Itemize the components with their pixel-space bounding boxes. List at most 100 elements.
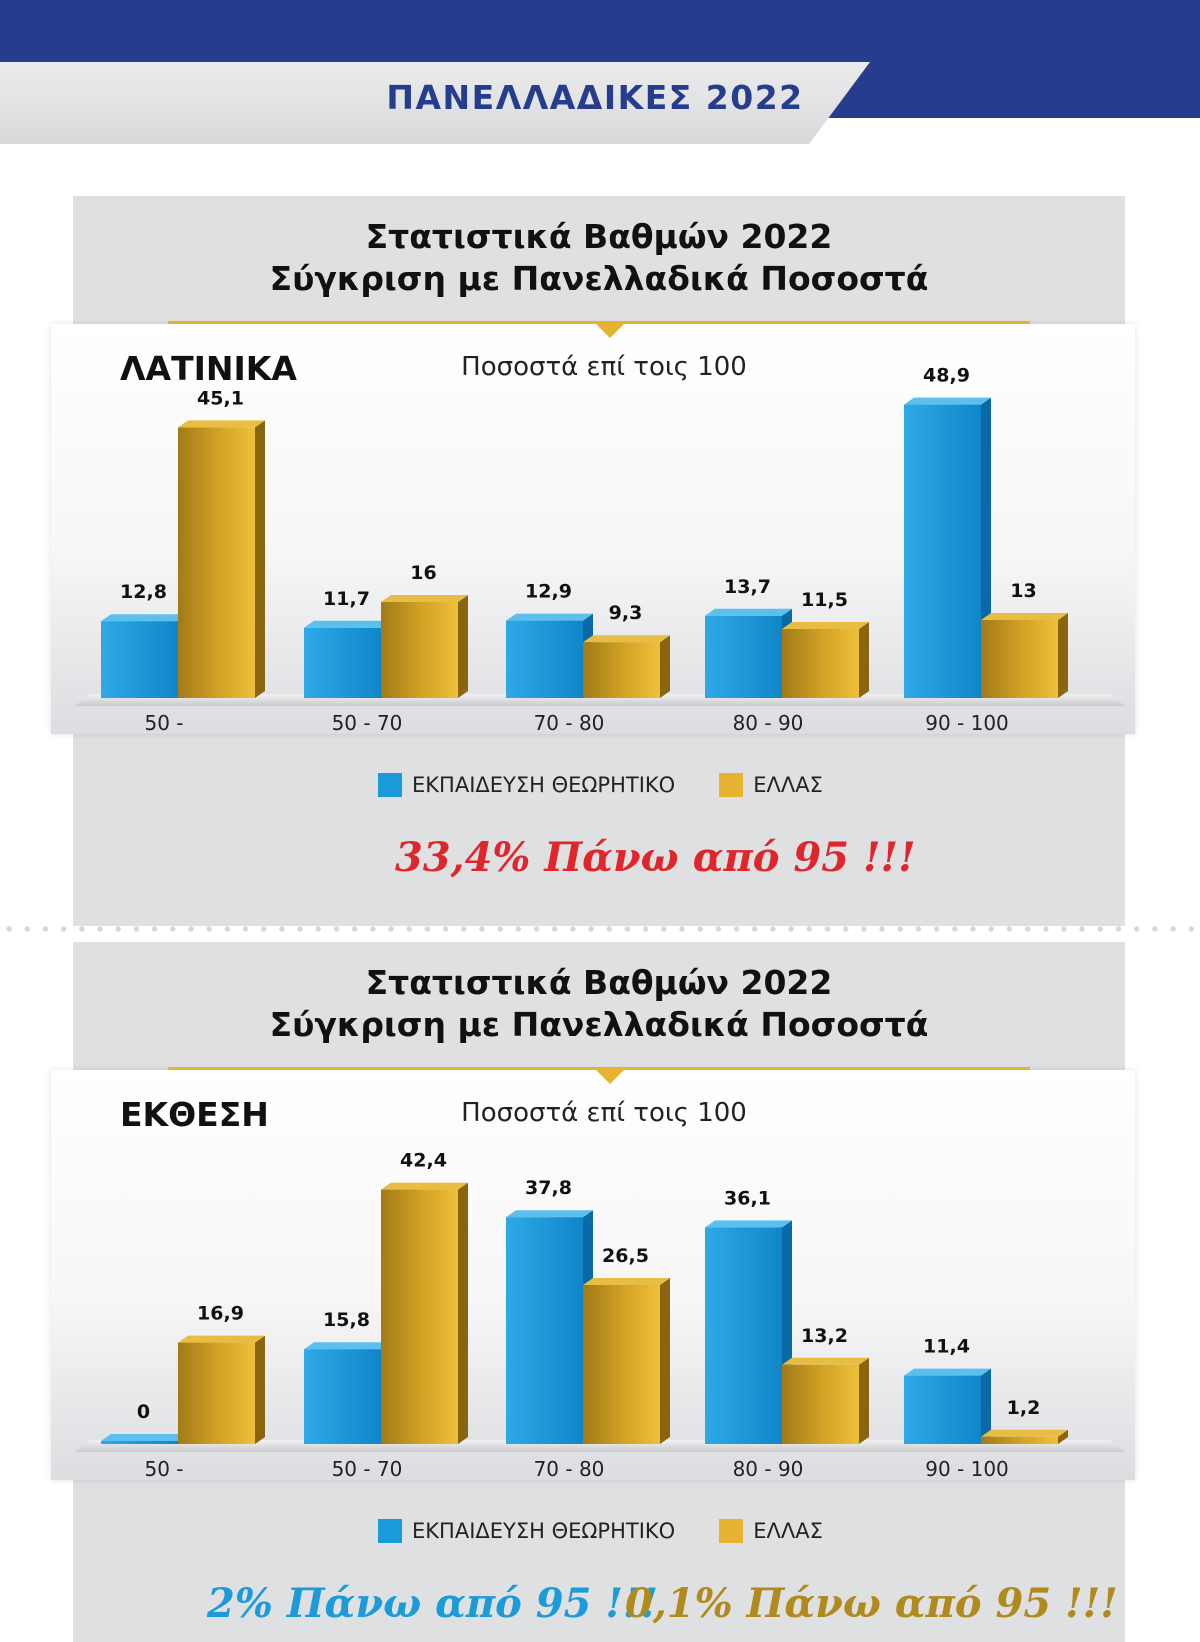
gold-divider xyxy=(168,1067,1030,1070)
highlight-note-school: 2% Πάνω από 95 !!! xyxy=(207,1580,659,1627)
bar-greece-3 xyxy=(782,1357,869,1444)
bar-front xyxy=(705,1227,782,1444)
bar-side xyxy=(981,1368,991,1444)
bar-chart-latin: 12,8 45,1 50 - 11,7 16 50 - 70 12,9 9,3 70 - 80 1… xyxy=(75,352,1125,735)
bar-side xyxy=(255,1335,265,1444)
bar-front xyxy=(782,629,859,698)
bar-top xyxy=(782,1357,869,1365)
bar-greece-0 xyxy=(178,420,265,698)
bar-top xyxy=(981,1429,1068,1437)
category-label: 80 - 90 xyxy=(733,711,804,735)
bar-greece-2 xyxy=(583,1278,670,1444)
highlight-note-greece: 0,1% Πάνω από 95 !!! xyxy=(625,1580,1118,1627)
bar-front xyxy=(381,1189,458,1444)
bar-side xyxy=(660,1278,670,1444)
legend-item-school: ΕΚΠΑΙΔΕΥΣΗ ΘΕΩΡΗΤΙΚΟ xyxy=(378,773,675,797)
bar-school-1 xyxy=(304,620,391,698)
bar-front xyxy=(981,1436,1058,1444)
bar-top xyxy=(101,614,188,622)
bar-top xyxy=(583,635,670,643)
stats-section-essay: Στατιστικά Βαθμών 2022 Σύγκριση με Πανελ… xyxy=(0,942,1200,1642)
category-label: 50 - xyxy=(144,711,183,735)
bar-front xyxy=(381,602,458,698)
bar-greece-1 xyxy=(381,1182,468,1444)
legend-label: ΕΛΛΑΣ xyxy=(753,1519,823,1543)
legend-swatch-gold xyxy=(719,773,744,797)
bar-front xyxy=(506,1217,583,1444)
legend-item-school: ΕΚΠΑΙΔΕΥΣΗ ΘΕΩΡΗΤΙΚΟ xyxy=(378,1519,675,1543)
section-title-line1: Στατιστικά Βαθμών 2022 xyxy=(365,963,833,1002)
subject-title: ΛΑΤΙΝΙΚΑ xyxy=(120,349,297,388)
bar-value-label: 15,8 xyxy=(323,1309,370,1331)
bar-front xyxy=(782,1364,859,1444)
bar-value-label: 45,1 xyxy=(197,387,244,409)
legend-item-greece: ΕΛΛΑΣ xyxy=(719,1519,823,1543)
page-title: ΠΑΝΕΛΛΑΔΙΚΕΣ 2022 xyxy=(386,78,804,117)
legend-swatch-blue xyxy=(378,773,402,797)
bar-value-label: 48,9 xyxy=(923,365,970,387)
bar-value-label: 13,7 xyxy=(724,576,771,598)
category-label: 50 - 70 xyxy=(332,711,403,735)
bar-chart-essay: 0 16,9 50 - 15,8 42,4 50 - 70 37,8 26,5 70 - 80 3… xyxy=(75,1098,1125,1481)
highlight-note: 33,4% Πάνω από 95 !!! xyxy=(395,834,916,881)
bar-front xyxy=(904,404,981,698)
bar-value-label: 9,3 xyxy=(609,602,643,624)
bar-side xyxy=(458,595,468,698)
chart-legend: ΕΚΠΑΙΔΕΥΣΗ ΘΕΩΡΗΤΙΚΟ ΕΛΛΑΣ xyxy=(378,771,867,799)
bar-value-label: 37,8 xyxy=(525,1177,572,1199)
bar-side xyxy=(660,635,670,698)
bar-school-3 xyxy=(705,608,792,698)
bar-top xyxy=(904,397,991,405)
bar-school-0 xyxy=(101,614,188,698)
category-label: 90 - 100 xyxy=(925,711,1009,735)
bar-top xyxy=(782,622,869,629)
bar-value-label: 1,2 xyxy=(1007,1397,1041,1419)
bar-top xyxy=(705,1220,792,1228)
category-label: 50 - 70 xyxy=(332,1457,403,1481)
bar-front xyxy=(304,1349,381,1444)
bar-top xyxy=(304,620,391,628)
bar-top xyxy=(705,608,792,616)
bar-value-label: 16 xyxy=(410,562,436,584)
chart-subtitle: Ποσοστά επί τοις 100 xyxy=(461,352,747,382)
bar-value-label: 12,9 xyxy=(525,581,572,603)
chart-legend: ΕΚΠΑΙΔΕΥΣΗ ΘΕΩΡΗΤΙΚΟ ΕΛΛΑΣ xyxy=(378,1517,867,1545)
section-title: Στατιστικά Βαθμών 2022 Σύγκριση με Πανελ… xyxy=(73,962,1125,1046)
legend-label: ΕΚΠΑΙΔΕΥΣΗ ΘΕΩΡΗΤΙΚΟ xyxy=(412,773,676,797)
category-label: 70 - 80 xyxy=(534,711,605,735)
bar-greece-3 xyxy=(782,622,869,698)
bar-value-label: 36,1 xyxy=(724,1187,771,1209)
bar-value-label: 13,2 xyxy=(801,1325,848,1347)
bar-side xyxy=(1058,613,1068,698)
stats-section-latin: Στατιστικά Βαθμών 2022 Σύγκριση με Πανελ… xyxy=(0,196,1200,926)
bar-side xyxy=(859,622,869,698)
bar-top xyxy=(101,1434,188,1441)
bar-top xyxy=(506,613,593,621)
bar-top xyxy=(506,1210,593,1218)
section-title: Στατιστικά Βαθμών 2022 Σύγκριση με Πανελ… xyxy=(73,216,1125,300)
bar-front xyxy=(506,620,583,698)
title-banner xyxy=(0,62,870,144)
legend-label: ΕΛΛΑΣ xyxy=(753,773,823,797)
bar-front xyxy=(101,1441,178,1444)
bar-school-2 xyxy=(506,1210,593,1444)
legend-item-greece: ΕΛΛΑΣ xyxy=(719,773,823,797)
bar-top xyxy=(981,613,1068,620)
bar-value-label: 12,8 xyxy=(120,581,167,603)
bar-value-label: 13 xyxy=(1010,580,1036,602)
bar-side xyxy=(255,420,265,698)
bar-front xyxy=(178,1342,255,1444)
subject-title: ΕΚΘΕΣΗ xyxy=(120,1095,269,1134)
bar-top xyxy=(304,1342,391,1350)
dotted-separator xyxy=(0,924,1200,934)
bar-side xyxy=(458,1182,468,1444)
bar-greece-4 xyxy=(981,1429,1068,1444)
legend-label: ΕΚΠΑΙΔΕΥΣΗ ΘΕΩΡΗΤΙΚΟ xyxy=(412,1519,676,1543)
bar-value-label: 11,4 xyxy=(923,1336,970,1358)
bar-value-label: 11,5 xyxy=(801,589,848,611)
bar-top xyxy=(583,1278,670,1285)
bar-top xyxy=(178,420,265,428)
bar-top xyxy=(904,1368,991,1376)
bar-front xyxy=(904,1375,981,1444)
gold-divider xyxy=(168,321,1030,324)
